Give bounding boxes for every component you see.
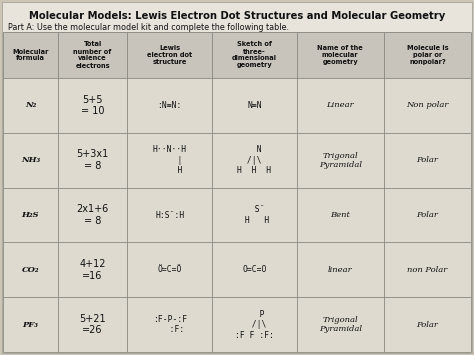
Text: Trigonal
Pyramidal: Trigonal Pyramidal — [319, 152, 362, 169]
Text: Polar: Polar — [417, 321, 438, 329]
Text: H₂S: H₂S — [22, 211, 39, 219]
Text: Total
number of
valence
electrons: Total number of valence electrons — [73, 42, 112, 69]
Text: Polar: Polar — [417, 211, 438, 219]
Text: Bent: Bent — [330, 211, 350, 219]
Text: Molecular Models: Lewis Electron Dot Structures and Molecular Geometry: Molecular Models: Lewis Electron Dot Str… — [29, 11, 445, 21]
Text: Molecular
formula: Molecular formula — [12, 49, 48, 61]
Text: Molecule is
polar or
nonpolar?: Molecule is polar or nonpolar? — [407, 45, 448, 65]
Text: Non polar: Non polar — [406, 102, 448, 109]
Text: :N≡N:: :N≡N: — [157, 101, 182, 110]
Text: 2x1+6
= 8: 2x1+6 = 8 — [76, 204, 109, 226]
Text: 5+5
= 10: 5+5 = 10 — [81, 94, 104, 116]
Text: CO₂: CO₂ — [22, 266, 39, 274]
Text: 4+12
=16: 4+12 =16 — [79, 259, 106, 280]
FancyBboxPatch shape — [3, 242, 471, 297]
Text: 5+21
=26: 5+21 =26 — [79, 314, 106, 335]
Text: Polar: Polar — [417, 156, 438, 164]
FancyBboxPatch shape — [3, 32, 471, 78]
Text: N
 /|\ 
H  H  H: N /|\ H H H — [237, 145, 272, 175]
Text: S̈
 H   H: S̈ H H — [240, 205, 269, 225]
Text: Ö=C=Ö: Ö=C=Ö — [157, 265, 182, 274]
Text: H··N··H
    |
    H: H··N··H | H — [153, 145, 187, 175]
FancyBboxPatch shape — [3, 133, 471, 187]
Text: Part A: Use the molecular model kit and complete the following table.: Part A: Use the molecular model kit and … — [8, 23, 289, 32]
FancyBboxPatch shape — [3, 297, 471, 352]
Text: N₂: N₂ — [25, 102, 36, 109]
Text: H:S̈:H: H:S̈:H — [155, 211, 184, 219]
Text: non Polar: non Polar — [407, 266, 447, 274]
Text: O=C=O: O=C=O — [242, 265, 266, 274]
Text: :F-P-:F
   :F:: :F-P-:F :F: — [153, 315, 187, 334]
FancyBboxPatch shape — [3, 187, 471, 242]
FancyBboxPatch shape — [3, 78, 471, 133]
Text: Sketch of
three-
dimensional
geometry: Sketch of three- dimensional geometry — [232, 42, 277, 69]
Text: Name of the
molecular
geometry: Name of the molecular geometry — [318, 45, 363, 65]
Text: NH₃: NH₃ — [21, 156, 40, 164]
Text: Linear: Linear — [327, 102, 354, 109]
Text: 5+3x1
= 8: 5+3x1 = 8 — [76, 149, 109, 171]
Text: P
  /|\
:F F :F:: P /|\ :F F :F: — [235, 310, 274, 339]
Text: linear: linear — [328, 266, 353, 274]
Text: PF₃: PF₃ — [22, 321, 38, 329]
Text: Trigonal
Pyramidal: Trigonal Pyramidal — [319, 316, 362, 333]
Text: N≡N: N≡N — [247, 101, 262, 110]
Text: Lewis
electron dot
structure: Lewis electron dot structure — [147, 45, 192, 65]
